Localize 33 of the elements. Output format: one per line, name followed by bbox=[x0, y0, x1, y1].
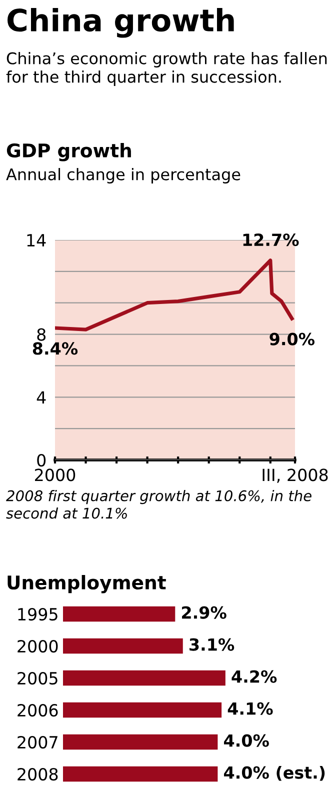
x-tick-label: III, 2008 bbox=[262, 468, 328, 483]
y-tick-label: 8 bbox=[37, 328, 46, 341]
data-label: 4.0% bbox=[224, 734, 269, 747]
y-tick-label: 2008 bbox=[18, 768, 58, 781]
y-tick-label: 2005 bbox=[18, 672, 58, 685]
chart-title: GDP growth bbox=[6, 143, 131, 162]
text: China growth bbox=[8, 8, 234, 38]
bar bbox=[63, 702, 222, 718]
bar bbox=[63, 734, 218, 750]
bar bbox=[63, 670, 226, 686]
data-label: 4.1% bbox=[228, 702, 273, 715]
y-tick-label: 14 bbox=[27, 234, 46, 246]
bar bbox=[63, 606, 176, 622]
y-tick-label: 1995 bbox=[18, 608, 58, 621]
y-tick-label: 2000 bbox=[18, 640, 58, 653]
line-series bbox=[55, 258, 294, 332]
data-label: 9.0% bbox=[270, 332, 315, 346]
chart-title: Unemployment bbox=[8, 575, 166, 594]
text: 2008 first quarter growth at 10.6%, in the second at 10.1% bbox=[6, 490, 312, 519]
data-label: 2.9% bbox=[182, 606, 226, 619]
data-label: 4.0% (est.) bbox=[224, 766, 325, 781]
data-label: 8.4% bbox=[32, 342, 78, 355]
bar bbox=[63, 638, 183, 654]
y-tick-label: 0 bbox=[37, 454, 46, 467]
y-tick-label: 2007 bbox=[18, 736, 58, 749]
data-label: 3.1% bbox=[190, 638, 234, 651]
text: China’s economic growth rate has fallen for the third quarter in succession. bbox=[6, 52, 327, 86]
data-label: 4.2% bbox=[232, 670, 277, 683]
y-tick-label: 4 bbox=[36, 391, 46, 404]
y-tick-label: 2006 bbox=[18, 704, 58, 717]
data-label: 12.7% bbox=[243, 233, 299, 246]
bar bbox=[63, 766, 218, 782]
chart-subtitle: Annual change in percentage bbox=[6, 168, 240, 184]
